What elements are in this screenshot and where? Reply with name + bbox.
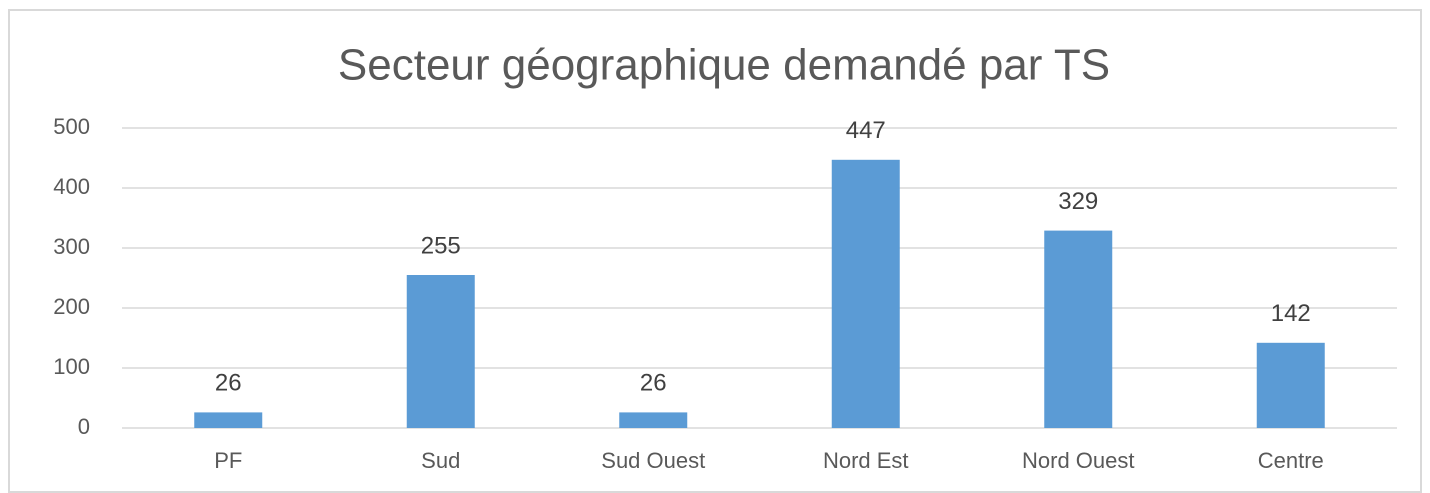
- data-label: 26: [215, 370, 242, 397]
- x-tick-label: Nord Est: [823, 448, 909, 473]
- x-tick-label: Centre: [1258, 448, 1324, 473]
- x-tick-label: Sud: [421, 448, 460, 473]
- y-tick-label: 500: [53, 114, 90, 139]
- y-tick-label: 300: [53, 234, 90, 259]
- bar: [619, 412, 688, 428]
- x-tick-label: Nord Ouest: [1022, 448, 1135, 473]
- x-tick-label: Sud Ouest: [601, 448, 705, 473]
- data-label: 26: [640, 370, 667, 397]
- bar: [1256, 342, 1325, 428]
- bar: [1044, 230, 1113, 428]
- data-label: 447: [846, 117, 886, 144]
- x-tick-label: PF: [214, 448, 242, 473]
- bar: [194, 412, 263, 428]
- y-tick-label: 0: [78, 414, 90, 439]
- y-tick-label: 400: [53, 174, 90, 199]
- bar: [831, 159, 900, 429]
- y-tick-label: 100: [53, 354, 90, 379]
- y-tick-label: 200: [53, 294, 90, 319]
- bar: [406, 275, 475, 428]
- chart-title: Secteur géographique demandé par TS: [338, 41, 1110, 90]
- chart-frame: [8, 9, 1422, 493]
- data-label: 255: [421, 232, 461, 259]
- data-label: 329: [1058, 188, 1098, 215]
- data-label: 142: [1271, 300, 1311, 327]
